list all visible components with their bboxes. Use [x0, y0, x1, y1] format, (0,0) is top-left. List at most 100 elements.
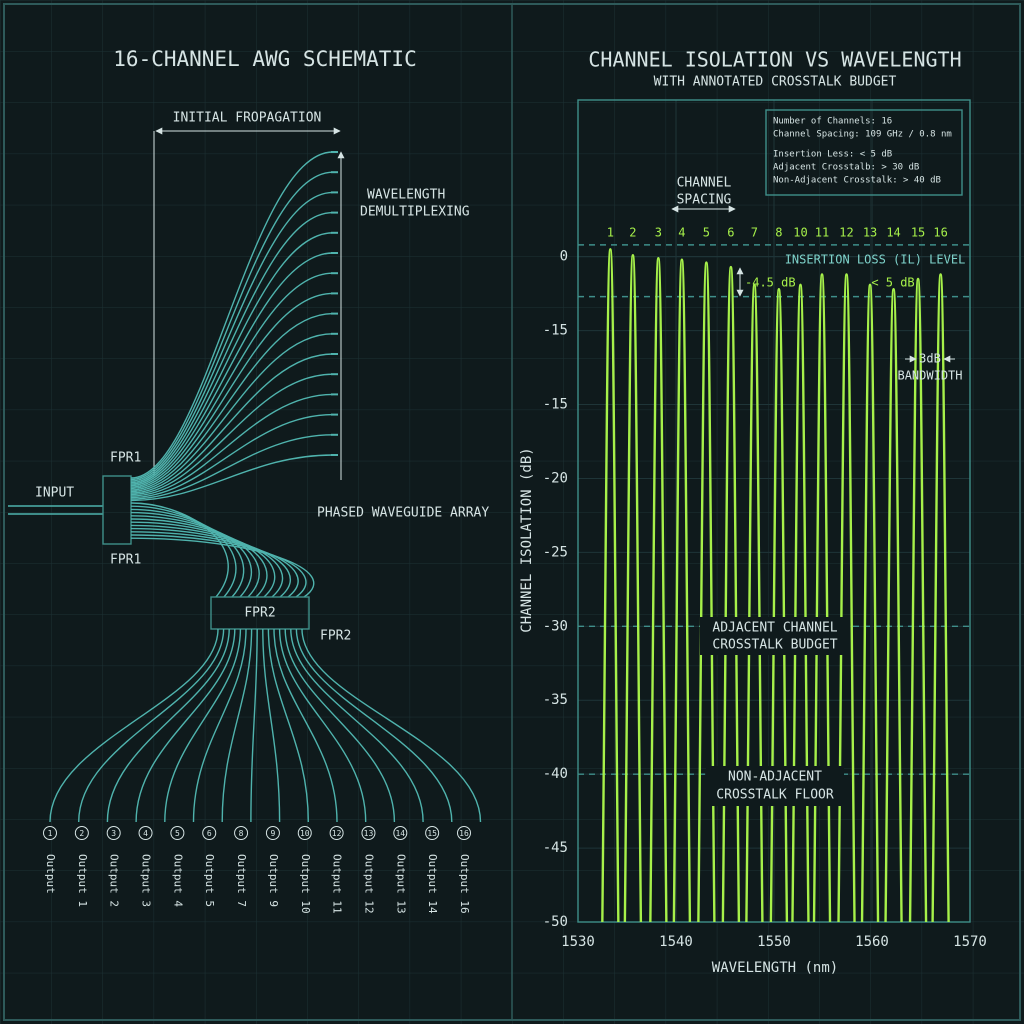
fpr2-box-label: FPR2	[244, 606, 275, 621]
port-number: 14	[395, 829, 405, 838]
waveguide	[284, 628, 396, 823]
output-label: Output 16	[458, 854, 471, 914]
label-backdrop	[706, 766, 844, 806]
x-tick-label: 1570	[953, 934, 987, 950]
y-axis-label: CHANNEL ISOLATION (dB)	[519, 447, 535, 632]
channel-peak	[721, 265, 741, 923]
channel-label: 12	[839, 226, 853, 240]
channel-peak	[860, 283, 880, 923]
output-label: Output 1	[76, 854, 89, 907]
output-label: Output 10	[299, 854, 312, 914]
adjacent-label: CROSSTALK BUDGET	[712, 638, 837, 653]
port-circle	[234, 826, 249, 840]
waveguide	[130, 454, 334, 502]
il-drop-label: -4.5 dB	[745, 276, 796, 290]
output-label: Output 7	[235, 854, 248, 907]
port-circle	[106, 826, 121, 840]
channel-peak	[601, 248, 620, 923]
x-tick-label: 1550	[757, 934, 791, 950]
waveguide	[130, 353, 334, 494]
waveguide	[78, 628, 225, 823]
schematic: 16-CHANNEL AWG SCHEMATIC INITIAL FROPAGA…	[8, 47, 489, 644]
x-tick-label: 1540	[659, 934, 693, 950]
waveguide	[49, 628, 219, 823]
channel-label: 14	[886, 226, 900, 240]
waveguide	[262, 628, 281, 823]
y-tick-label: -45	[543, 840, 568, 856]
output-label: Output 13	[394, 854, 407, 914]
y-tick-label: -20	[543, 470, 568, 486]
channel-peak	[884, 288, 903, 923]
port-circle	[393, 826, 408, 840]
info-box	[765, 109, 963, 196]
channel-peak	[745, 283, 764, 923]
port-number: 15	[427, 829, 437, 838]
channel-label: 6	[727, 226, 734, 240]
waveguide	[192, 628, 247, 823]
port-number: 8	[239, 829, 244, 838]
channel-label: 1	[607, 226, 614, 240]
waveguide	[130, 413, 334, 499]
fpr1-label: FPR1	[110, 553, 141, 568]
port-number: 6	[207, 829, 212, 838]
channel-peak	[791, 283, 810, 923]
x-tick-label: 1530	[561, 934, 595, 950]
waveguide	[130, 434, 334, 500]
channel-peak	[837, 273, 856, 923]
waveguide	[130, 393, 334, 497]
channel-label: 3	[655, 226, 662, 240]
y-tick-label: -35	[543, 692, 568, 708]
fpr2-box	[210, 596, 310, 630]
output-label: Output 12	[362, 854, 375, 914]
waveguide	[130, 211, 334, 484]
info-line: Channel Spacing: 109 GHz / 0.8 nm	[773, 130, 952, 140]
waveguide	[278, 628, 367, 823]
port-number: 4	[143, 829, 148, 838]
channel-peak	[623, 254, 643, 923]
schematic-title: 16-CHANNEL AWG SCHEMATIC	[113, 47, 416, 71]
waveguide	[221, 628, 253, 823]
port-number: 1	[48, 829, 53, 838]
fpr1-label: FPR1	[110, 451, 141, 466]
input-label: INPUT	[35, 486, 74, 501]
demux-label: WAVELENGTH	[367, 188, 445, 203]
output-label: Output 14	[426, 854, 439, 914]
y-tick-label: -15	[543, 397, 568, 413]
non-adjacent-label: CROSSTALK FLOOR	[716, 788, 834, 803]
output-label: Output 11	[331, 854, 344, 914]
port-number: 9	[271, 829, 276, 838]
y-tick-label: -30	[543, 618, 568, 634]
channel-label: 4	[678, 226, 685, 240]
waveguide	[164, 628, 242, 823]
port-number: 13	[364, 829, 374, 838]
port-circle	[138, 826, 153, 840]
waveguide	[130, 333, 334, 493]
port-circle	[361, 826, 376, 840]
output-label: Output 4	[171, 854, 184, 907]
channel-peak	[672, 258, 692, 923]
channel-label: 2	[629, 226, 636, 240]
waveguide	[301, 628, 482, 823]
output-label: Output 2	[108, 854, 121, 907]
channel-label: 16	[933, 226, 947, 240]
y-tick-label: -15	[543, 323, 568, 339]
channel-peak	[812, 273, 832, 923]
port-number: 3	[111, 829, 116, 838]
bandwidth-label: 3dB	[919, 352, 941, 366]
channel-peak	[697, 261, 716, 923]
port-number: 10	[300, 829, 310, 838]
channel-label: 5	[703, 226, 710, 240]
waveguide	[130, 292, 334, 490]
waveguide	[290, 628, 424, 823]
channel-label: 15	[911, 226, 925, 240]
y-tick-label: -50	[543, 914, 568, 930]
waveguide	[267, 628, 309, 823]
port-circle	[329, 826, 344, 840]
waveguide	[130, 232, 334, 485]
waveguide	[106, 628, 230, 823]
port-number: 2	[79, 829, 84, 838]
channel-label: 7	[751, 226, 758, 240]
spacing-label: CHANNEL	[677, 176, 732, 191]
port-circle	[265, 826, 280, 840]
